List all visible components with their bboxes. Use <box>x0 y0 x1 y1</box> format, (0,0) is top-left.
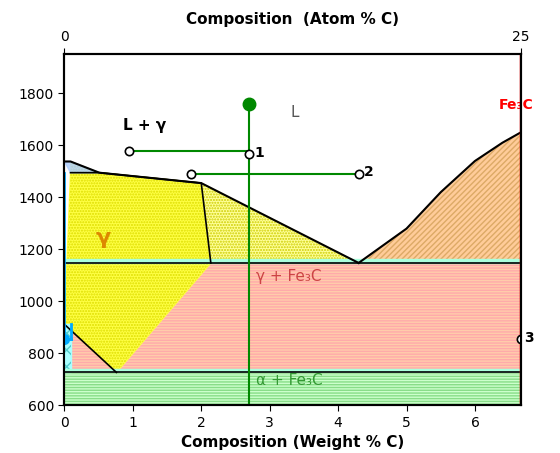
Text: L + γ: L + γ <box>123 118 166 133</box>
Text: 2: 2 <box>364 165 374 179</box>
Polygon shape <box>64 259 521 263</box>
Text: γ + Fe₃C: γ + Fe₃C <box>256 269 321 284</box>
Polygon shape <box>64 162 99 173</box>
Text: α + Fe₃C: α + Fe₃C <box>256 373 323 388</box>
Text: 1: 1 <box>255 145 264 159</box>
Polygon shape <box>64 369 521 372</box>
Polygon shape <box>64 263 521 372</box>
Text: γ: γ <box>95 228 110 248</box>
Text: L: L <box>290 105 298 120</box>
Polygon shape <box>358 132 521 263</box>
Polygon shape <box>64 372 521 405</box>
X-axis label: Composition (Weight % C): Composition (Weight % C) <box>181 435 404 450</box>
Text: 3: 3 <box>524 331 534 345</box>
Polygon shape <box>64 54 521 405</box>
Polygon shape <box>64 324 71 372</box>
Polygon shape <box>71 162 358 263</box>
Polygon shape <box>64 173 211 372</box>
Text: Fe₃C: Fe₃C <box>499 98 534 112</box>
X-axis label: Composition  (Atom % C): Composition (Atom % C) <box>186 12 399 27</box>
